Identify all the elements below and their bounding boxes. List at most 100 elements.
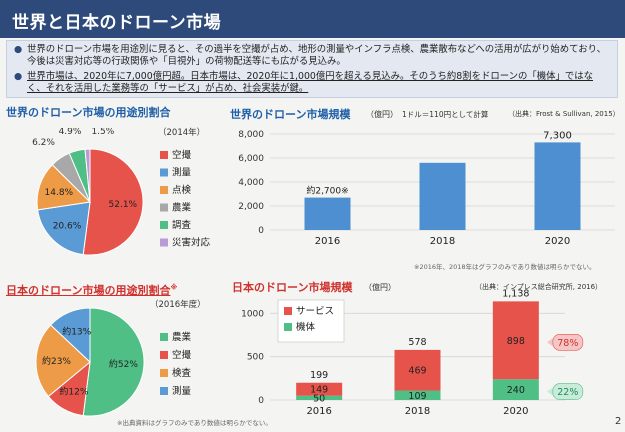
bullet-box: ● 世界のドローン市場を用途別に見ると、その過半を空撮が占め、地形の測量やインフ… xyxy=(6,40,618,98)
japan-pie-footnote: ※出典資料はグラフのみであり数値は明らかでない。 xyxy=(117,419,272,427)
pie-slice-点検 xyxy=(36,164,92,211)
callout-label: 22% xyxy=(557,387,578,398)
legend-label-測量: 測量 xyxy=(172,385,192,397)
japan-bar-title: 日本のドローン市場規模 xyxy=(232,281,353,294)
pie-slice-空撮 xyxy=(82,148,144,256)
callout-label: 78% xyxy=(557,338,578,349)
title-bar: 世界と日本のドローン市場 xyxy=(0,0,625,38)
bar-2018 xyxy=(419,162,466,230)
callout-pointer xyxy=(546,387,553,396)
legend-swatch-空撮 xyxy=(160,151,168,159)
japan-pie-title-mark: ※ xyxy=(170,283,178,292)
bullet-item: ● 世界市場は、2020年に7,000億円超。日本市場は、2020年に1,000… xyxy=(14,70,609,96)
y-tick-label: 1000 xyxy=(241,309,264,319)
pie-slice-測量 xyxy=(49,307,91,364)
bar-data-label: 898 xyxy=(507,336,525,347)
callout-bubble xyxy=(552,333,584,351)
world-bar-footnote: ※2016年、2018年はグラフのみであり数値は明らかでない。 xyxy=(414,263,596,271)
legend-label-空撮: 空撮 xyxy=(172,149,192,161)
bar-segment-機体-2018 xyxy=(394,390,441,400)
x-tick-label: 2016 xyxy=(306,406,331,417)
world-pie-chart: 52.1% 20.6% 14.8% 6.2% 4.9% 1.5% 空撮測量点検農業調査災害対… xyxy=(32,128,211,256)
pie-data-label: 約23% xyxy=(42,355,71,367)
x-tick-label: 2016 xyxy=(315,236,340,247)
legend-label-農業: 農業 xyxy=(172,331,192,343)
legend-label-機体: 機体 xyxy=(296,321,316,333)
legend-swatch-農業 xyxy=(160,333,168,341)
legend-swatch-測量 xyxy=(160,387,168,395)
legend-label-検査: 検査 xyxy=(172,367,192,379)
legend-swatch-機体 xyxy=(284,323,292,331)
legend-swatch-測量 xyxy=(160,168,168,177)
bar-2020 xyxy=(534,142,581,230)
bar-segment-サービス-2016 xyxy=(296,382,343,396)
bar-total-label: 1,138 xyxy=(502,288,529,299)
world-pie-subtitle: （2014年） xyxy=(158,128,206,138)
pie-data-label: 1.5% xyxy=(91,128,114,137)
slide-title: 世界と日本のドローン市場 xyxy=(12,13,222,33)
legend-label-測量: 測量 xyxy=(172,167,192,179)
pie-data-label: 約13% xyxy=(62,325,91,337)
x-tick-label: 2018 xyxy=(405,406,430,417)
legend-swatch-調査 xyxy=(160,221,168,229)
world-bar-unit: （億円） xyxy=(366,110,398,119)
y-tick-label: 0 xyxy=(258,396,264,406)
legend-swatch-サービス xyxy=(284,307,292,315)
bar-segment-機体-2020 xyxy=(492,379,539,400)
bullet-dot: ● xyxy=(14,70,23,82)
bar-data-label: 7,300 xyxy=(543,130,572,141)
bar-data-label: 50 xyxy=(313,393,325,404)
legend-label-空撮: 空撮 xyxy=(172,349,192,361)
legend-swatch-点検 xyxy=(160,186,168,194)
callout-bubble xyxy=(552,383,584,400)
japan-pie-title-text: 日本のドローン市場の用途別割合 xyxy=(6,284,171,297)
bar-total-label: 199 xyxy=(310,370,328,381)
legend-swatch-検査 xyxy=(160,369,168,377)
x-tick-label: 2020 xyxy=(545,236,570,247)
pie-slice-農業 xyxy=(82,307,145,417)
bullet-item: ● 世界のドローン市場を用途別に見ると、その過半を空撮が占め、地形の測量やインフ… xyxy=(14,44,609,69)
pie-slice-災害対応 xyxy=(84,148,91,203)
y-tick-label: 2,000 xyxy=(238,202,264,212)
x-tick-label: 2020 xyxy=(503,406,528,417)
page-number: 2 xyxy=(615,416,622,427)
pie-data-label: 約52% xyxy=(109,358,138,370)
legend-swatch-災害対応 xyxy=(160,238,168,247)
x-tick-label: 2018 xyxy=(430,236,455,247)
legend-swatch-農業 xyxy=(160,203,168,212)
japan-pie-subtitle: （2016年度） xyxy=(150,300,206,310)
japan-bar-source: （出典：インプレス総合研究所, 2016） xyxy=(475,283,603,291)
pie-data-label: 20.6% xyxy=(53,222,82,232)
bar-data-label: 240 xyxy=(507,385,525,396)
world-bar-chart: 0 2,000 4,000 6,000 8,000 約2,700※ 2016 2018 7,30… xyxy=(238,130,615,247)
bullet-dot: ● xyxy=(14,44,23,55)
bar-2016 xyxy=(304,197,351,230)
bar-data-label: 109 xyxy=(408,391,426,402)
pie-data-label: 14.8% xyxy=(45,188,74,198)
pie-slice-検査 xyxy=(35,324,91,398)
y-tick-label: 6,000 xyxy=(238,154,264,164)
bar-segment-サービス-2020 xyxy=(492,301,539,380)
pie-data-label: 52.1% xyxy=(109,200,138,210)
bar-segment-機体-2016 xyxy=(296,395,343,400)
pie-slice-測量 xyxy=(37,201,91,256)
legend-swatch-空撮 xyxy=(160,351,168,359)
legend-label-農業: 農業 xyxy=(172,202,192,214)
bullet-text-1: 世界のドローン市場を用途別に見ると、その過半を空撮が占め、地形の測量やインフラ点… xyxy=(27,44,607,68)
japan-pie-title: 日本のドローン市場の用途別割合※ xyxy=(6,282,177,298)
world-bar-rate-note: 1ドル＝110円として計算 xyxy=(402,110,489,119)
japan-bar-unit: （億円） xyxy=(364,283,396,292)
y-tick-label: 500 xyxy=(247,353,264,363)
legend-label-災害対応: 災害対応 xyxy=(172,237,211,249)
bar-segment-サービス-2018 xyxy=(394,349,441,391)
bar-data-label: 149 xyxy=(310,385,328,396)
bullet-text-2: 世界市場は、2020年に7,000億円超。日本市場は、2020年に1,000億円… xyxy=(27,70,593,95)
callout-pointer xyxy=(546,338,553,347)
bar-data-label: 469 xyxy=(408,366,426,377)
pie-data-label: 約12% xyxy=(59,385,88,397)
y-tick-label: 4,000 xyxy=(238,178,264,188)
pie-data-label: 6.2% xyxy=(32,138,55,148)
bar-total-label: 578 xyxy=(408,337,426,348)
